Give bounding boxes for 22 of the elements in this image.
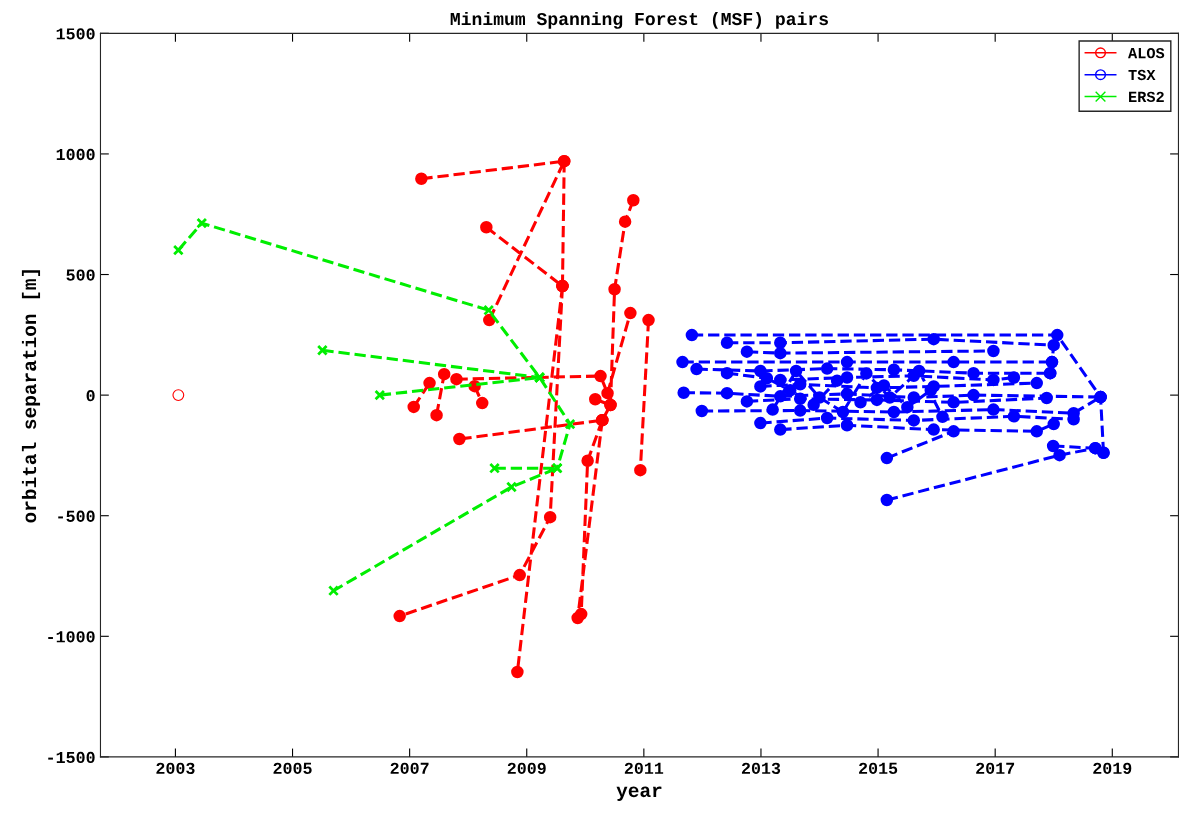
y-tick-label: -1000 <box>48 631 95 643</box>
legend-label: ERS2 <box>1129 91 1164 103</box>
legend-label: TSX <box>1128 69 1156 81</box>
legend-label: ALOS <box>1128 47 1165 59</box>
y-axis-title: orbital separation [m] <box>21 270 41 523</box>
x-tick-label: 2015 <box>859 762 898 775</box>
x-tick-label: 2003 <box>156 762 195 775</box>
y-tick-label: -1500 <box>48 751 95 764</box>
x-axis-title: year <box>616 786 662 801</box>
x-tick-label: 2017 <box>976 762 1015 775</box>
x-tick-label: 2011 <box>624 762 664 775</box>
x-tick-label: 2013 <box>741 762 781 775</box>
chart-title: Minimum Spanning Forest (MSF) pairs <box>450 11 828 29</box>
x-tick-label: 2009 <box>507 762 546 775</box>
y-tick-label: 1500 <box>56 28 95 40</box>
y-tick-label: 500 <box>66 269 95 281</box>
x-tick-label: 2019 <box>1093 762 1132 775</box>
y-tick-label: -500 <box>58 510 95 522</box>
x-tick-label: 2005 <box>273 762 312 775</box>
y-tick-label: 0 <box>86 390 95 402</box>
y-tick-label: 1000 <box>56 148 95 161</box>
x-tick-label: 2007 <box>390 762 429 775</box>
